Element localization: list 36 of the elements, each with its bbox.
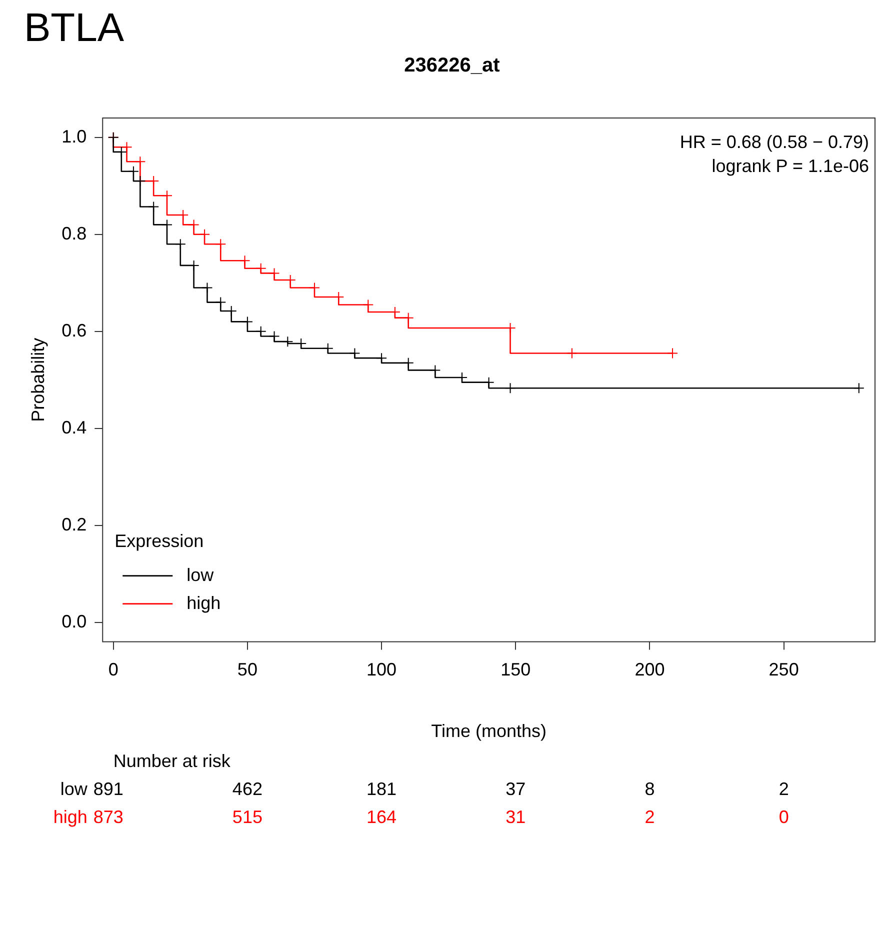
text: 0 — [778, 806, 789, 827]
annotation: HR = 0.68 (0.58 − 0.79) — [680, 132, 869, 152]
text: 181 — [366, 778, 397, 799]
legend-label: low — [186, 564, 215, 585]
y-tick-label: 1.0 — [62, 126, 87, 146]
y-tick-label: 0.2 — [62, 514, 87, 534]
chart-title: BTLA — [24, 6, 124, 50]
text: 164 — [366, 806, 397, 827]
text: 515 — [232, 806, 262, 827]
text: high — [53, 806, 88, 827]
text: 2 — [778, 778, 789, 799]
text: 37 — [506, 778, 526, 799]
text: 2 — [644, 806, 655, 827]
x-tick-label: 200 — [634, 660, 665, 680]
text: low — [60, 778, 88, 799]
text: Number at risk — [113, 750, 232, 771]
chart-subtitle: 236226_at — [404, 54, 500, 77]
y-axis-title: Probability — [28, 338, 48, 422]
annotation: logrank P = 1.1e-06 — [712, 156, 869, 176]
x-tick-label: 150 — [500, 660, 531, 680]
text: 891 — [93, 778, 124, 799]
x-tick-label: 0 — [108, 660, 118, 680]
x-axis-title: Time (months) — [431, 721, 546, 742]
legend-label: high — [186, 592, 221, 613]
text: 462 — [232, 778, 262, 799]
y-tick-label: 0.8 — [62, 223, 87, 244]
legend-title: Expression — [114, 530, 204, 551]
x-tick-label: 250 — [768, 660, 799, 680]
text: 8 — [644, 778, 655, 799]
y-tick-label: 0.6 — [62, 320, 87, 340]
y-tick-label: 0.0 — [62, 611, 87, 632]
text: 873 — [93, 806, 124, 827]
x-tick-label: 50 — [237, 660, 258, 680]
y-tick-label: 0.4 — [62, 417, 87, 438]
text: 31 — [506, 806, 526, 827]
x-tick-label: 100 — [366, 660, 397, 680]
